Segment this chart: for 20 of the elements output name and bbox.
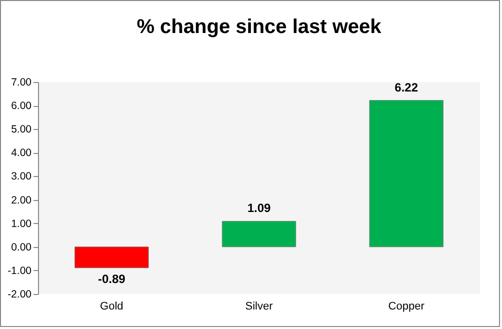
y-tick-label: 2.00	[11, 194, 32, 206]
y-tick-label: 4.00	[11, 147, 32, 160]
x-tick-label: Copper	[388, 300, 425, 312]
y-tick-label: 5.00	[11, 124, 32, 136]
bar	[222, 220, 296, 248]
y-tick-label: 0.00	[11, 241, 32, 254]
x-tick-label: Silver	[245, 300, 274, 312]
data-label: 6.22	[394, 80, 418, 94]
y-tick-label: 3.00	[11, 170, 32, 183]
x-tick-label: Gold	[100, 300, 124, 312]
y-tick-label: 1.00	[11, 218, 32, 230]
data-label: 1.09	[247, 201, 271, 216]
bar	[369, 100, 444, 248]
bar	[74, 246, 149, 268]
y-tick-label: -2.00	[8, 288, 32, 300]
y-tick-label: 7.00	[11, 76, 32, 88]
y-tick-label: 6.00	[11, 100, 32, 112]
data-label: -0.89	[98, 272, 126, 286]
y-tick-label: -1.00	[8, 264, 32, 277]
chart-title: % change since last week	[136, 16, 382, 38]
